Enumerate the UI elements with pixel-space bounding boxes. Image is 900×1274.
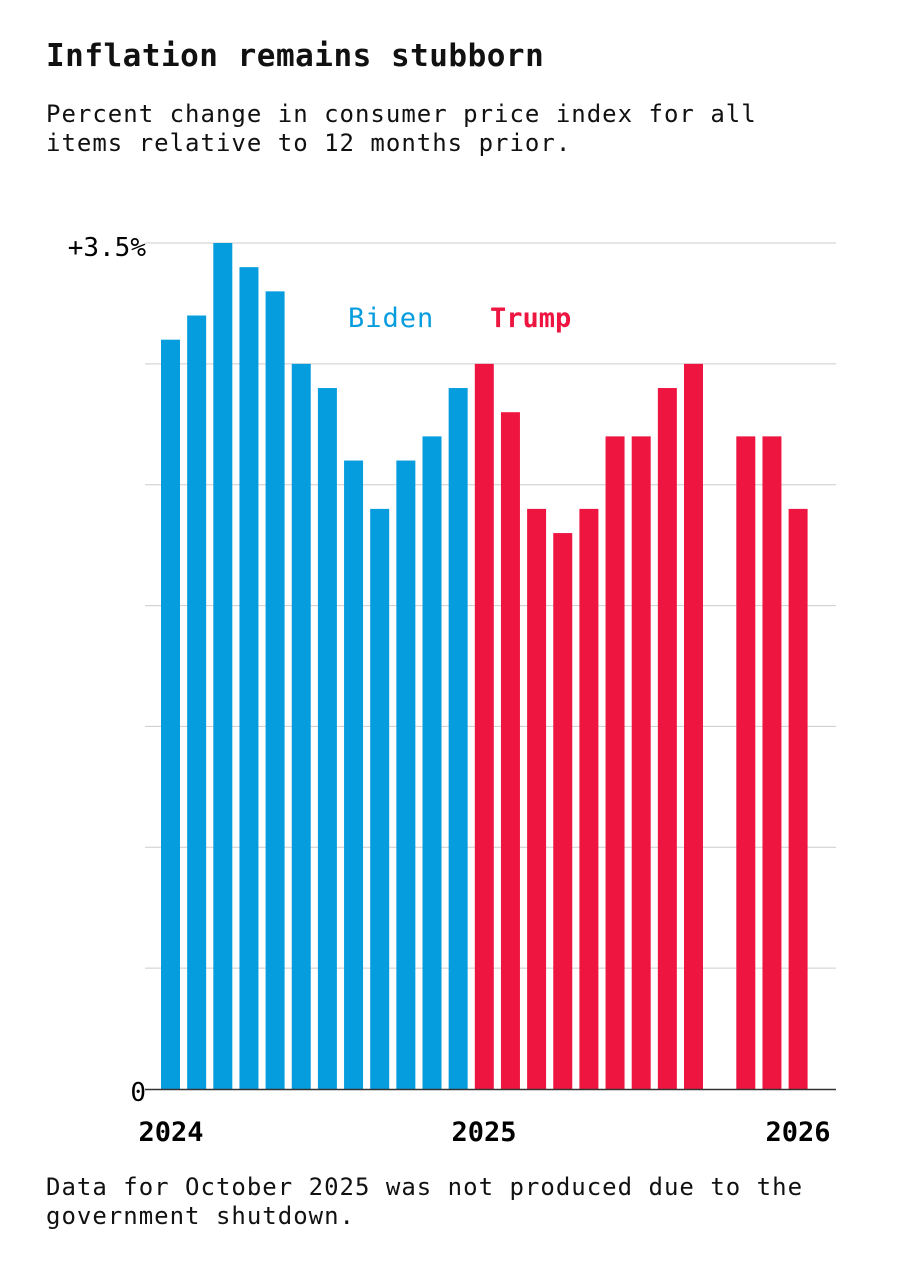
bar-trump-2025-03 <box>527 508 547 1089</box>
chart-title: Inflation remains stubborn <box>46 38 545 74</box>
bar-biden-2024-11 <box>422 436 442 1089</box>
bar-trump-2026-01 <box>788 508 808 1089</box>
bar-trump-2025-02 <box>500 412 520 1089</box>
x-tick-2026: 2026 <box>765 1117 830 1148</box>
footnote: Data for October 2025 was not produced d… <box>46 1173 804 1230</box>
bar-biden-2024-12 <box>448 388 468 1089</box>
x-tick-2025: 2025 <box>451 1117 516 1148</box>
bar-biden-2024-06 <box>291 363 311 1089</box>
bar-biden-2024-10 <box>396 460 416 1089</box>
legend-biden: Biden <box>348 303 434 334</box>
bar-trump-2025-12 <box>762 436 782 1089</box>
bar-biden-2024-04 <box>239 267 259 1090</box>
bar-trump-2025-06 <box>605 436 625 1089</box>
legend-trump: Trump <box>490 303 571 334</box>
bar-biden-2024-03 <box>213 243 233 1089</box>
bar-biden-2024-07 <box>317 388 337 1089</box>
bar-trump-2025-05 <box>579 508 599 1089</box>
y-tick-zero: 0 <box>130 1078 146 1108</box>
bar-trump-2025-11 <box>736 436 756 1089</box>
bar-trump-2025-08 <box>657 388 677 1089</box>
bar-biden-2024-09 <box>370 508 390 1089</box>
bar-biden-2024-05 <box>265 291 285 1089</box>
x-tick-2024: 2024 <box>138 1117 203 1148</box>
y-tick-max: +3.5% <box>68 233 147 263</box>
chart-subtitle: Percent change in consumer price index f… <box>46 100 757 157</box>
bar-biden-2024-08 <box>344 460 364 1089</box>
bar-trump-2025-04 <box>553 533 573 1089</box>
bar-trump-2025-07 <box>631 436 651 1089</box>
bar-trump-2025-01 <box>474 363 494 1089</box>
bar-biden-2024-01 <box>161 339 180 1090</box>
bar-biden-2024-02 <box>187 315 207 1089</box>
bar-trump-2025-09 <box>684 363 703 1089</box>
